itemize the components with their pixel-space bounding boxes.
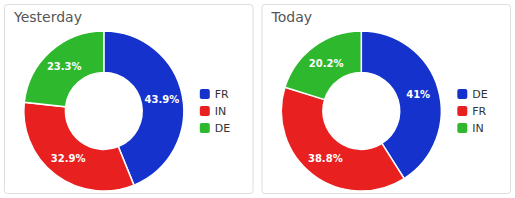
data-label: 20.2% (309, 58, 344, 69)
panel: Today 41% 38.8% 20.2% DE FR IN (262, 5, 511, 194)
legend: FR IN DE (200, 88, 230, 135)
legend-swatch (200, 123, 210, 133)
legend-swatch (457, 106, 467, 116)
wedge (24, 31, 104, 107)
legend-swatch (200, 106, 210, 116)
legend-swatch (200, 89, 210, 99)
title: Today (271, 9, 313, 25)
legend-entry: DE (215, 122, 230, 135)
legend-swatch (457, 123, 467, 133)
data-label: 43.9% (145, 94, 180, 105)
data-label: 38.8% (308, 153, 343, 164)
panel: Yesterday 43.9% 32.9% 23.3% FR IN DE (5, 5, 254, 194)
wedges (281, 31, 441, 191)
wedge (281, 87, 404, 191)
chart-root: Yesterday 43.9% 32.9% 23.3% FR IN DE Today 41% 38… (0, 0, 515, 198)
data-label: 23.3% (47, 61, 82, 72)
legend-entry: IN (215, 105, 226, 118)
legend-swatch (457, 89, 467, 99)
panel-frame (5, 5, 254, 194)
title: Yesterday (13, 9, 82, 25)
wedges (24, 31, 184, 191)
legend-entry: IN (472, 122, 483, 135)
wedge (285, 31, 361, 100)
legend-entry: DE (472, 88, 487, 101)
wedge (24, 102, 134, 191)
legend-entry: FR (215, 88, 229, 101)
data-label: 32.9% (51, 153, 86, 164)
data-label: 41% (406, 89, 430, 100)
panel-frame (262, 5, 511, 194)
legend: DE FR IN (457, 88, 487, 135)
legend-entry: FR (472, 105, 486, 118)
